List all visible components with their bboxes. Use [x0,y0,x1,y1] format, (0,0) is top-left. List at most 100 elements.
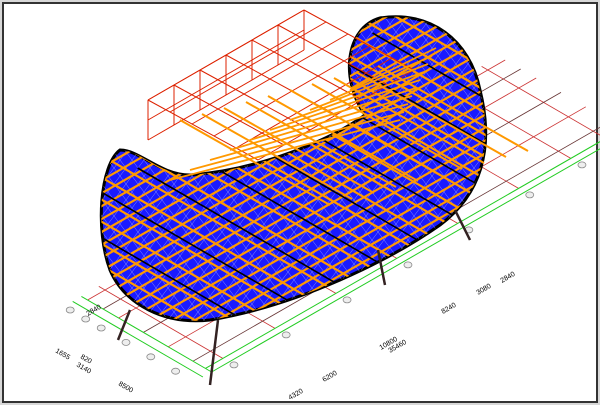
rib-member [0,359,75,403]
mesh-line [107,16,409,321]
frame-member [101,206,311,321]
mesh-line [167,16,469,321]
rib-member [101,189,409,321]
mesh-line [101,16,133,177]
mesh-line [540,0,600,80]
mesh-line [395,16,486,273]
dimension-line [211,148,600,373]
frame-grid-line [191,33,349,125]
frame-member [101,73,486,321]
mesh-line [0,272,96,400]
frame-member [431,305,486,321]
mesh-line [0,384,12,400]
frame-member [454,318,486,321]
frame-member [101,195,330,321]
mesh-line [323,16,486,321]
rib-member [332,54,486,212]
grid-bubble [281,331,291,339]
deck-member [245,101,397,188]
mesh-line [564,352,600,400]
rib-member [372,32,486,166]
mesh-line [101,16,121,161]
frame-member [101,16,147,85]
mesh-line [564,0,600,48]
mesh-line [131,16,433,321]
frame-member [344,16,486,159]
mesh-line [311,16,486,321]
mesh-line [0,368,24,400]
mesh-line [504,0,600,128]
frame-member [101,16,237,137]
mesh-line [576,368,600,400]
mesh-line [0,0,96,128]
mesh-line [0,0,36,48]
mesh-line [467,223,486,321]
deck-member [179,119,331,206]
deck-member [309,63,429,111]
frame-grid-line [147,49,305,141]
dim-front-4: 8240 [441,302,458,316]
frame-member [0,0,56,32]
mesh-line [347,16,486,321]
frame-member [558,0,600,25]
mesh-line [552,0,600,64]
frame-member [0,362,71,403]
support-legs [116,209,472,386]
mesh-line [0,288,84,400]
dim-left-0: 2840 [86,304,103,318]
grid-bubble [96,324,106,332]
frame-member [101,86,486,321]
support-leg [376,249,387,286]
grid-bubble [229,361,239,369]
mesh-line [215,16,486,321]
mesh-line [371,16,486,305]
dim-left-2: 820 [79,354,93,366]
deck-member [269,79,421,131]
deck-member [267,95,419,182]
dimension-line [205,141,600,369]
grid-bubble [121,338,131,346]
dimension-line [72,300,204,378]
mesh-line [540,320,600,400]
deck-member [209,103,409,161]
mesh-line [516,0,600,112]
mesh-line [479,239,486,321]
frame-grid-line [169,21,327,113]
dim-front-6: 2840 [500,271,517,285]
mesh-line [263,16,486,321]
mesh-line [504,272,600,400]
dim-left-4: 8500 [117,381,134,395]
mesh-line [455,207,486,321]
frame-member [101,16,192,111]
grid-bubble [342,296,352,304]
deck-member [289,89,441,176]
frame-member [596,0,600,2]
grid-bubble [146,353,156,361]
mesh-line [443,191,486,321]
grid-bubble [171,367,181,375]
frame-grid-line [147,29,305,121]
frame-member [520,0,600,47]
support-leg [453,209,472,241]
frame-member [0,0,79,45]
mesh-line [576,0,600,32]
dim-front-1: 6200 [322,370,339,384]
dimension-line [81,295,212,373]
rib-member [471,16,486,76]
frame-member [101,184,349,321]
deck-member [329,55,433,101]
frame-member [341,254,486,321]
mesh-line [239,16,486,321]
grid-bubble [403,261,413,269]
support-leg [116,309,132,341]
dim-front-0: 4320 [288,388,305,402]
axis-line [481,66,600,136]
mesh-line [528,304,600,400]
rib-member [549,0,600,29]
deck-member [333,77,485,164]
mesh-line [419,16,486,241]
grid-bubble [81,315,91,323]
support-leg [208,319,220,386]
